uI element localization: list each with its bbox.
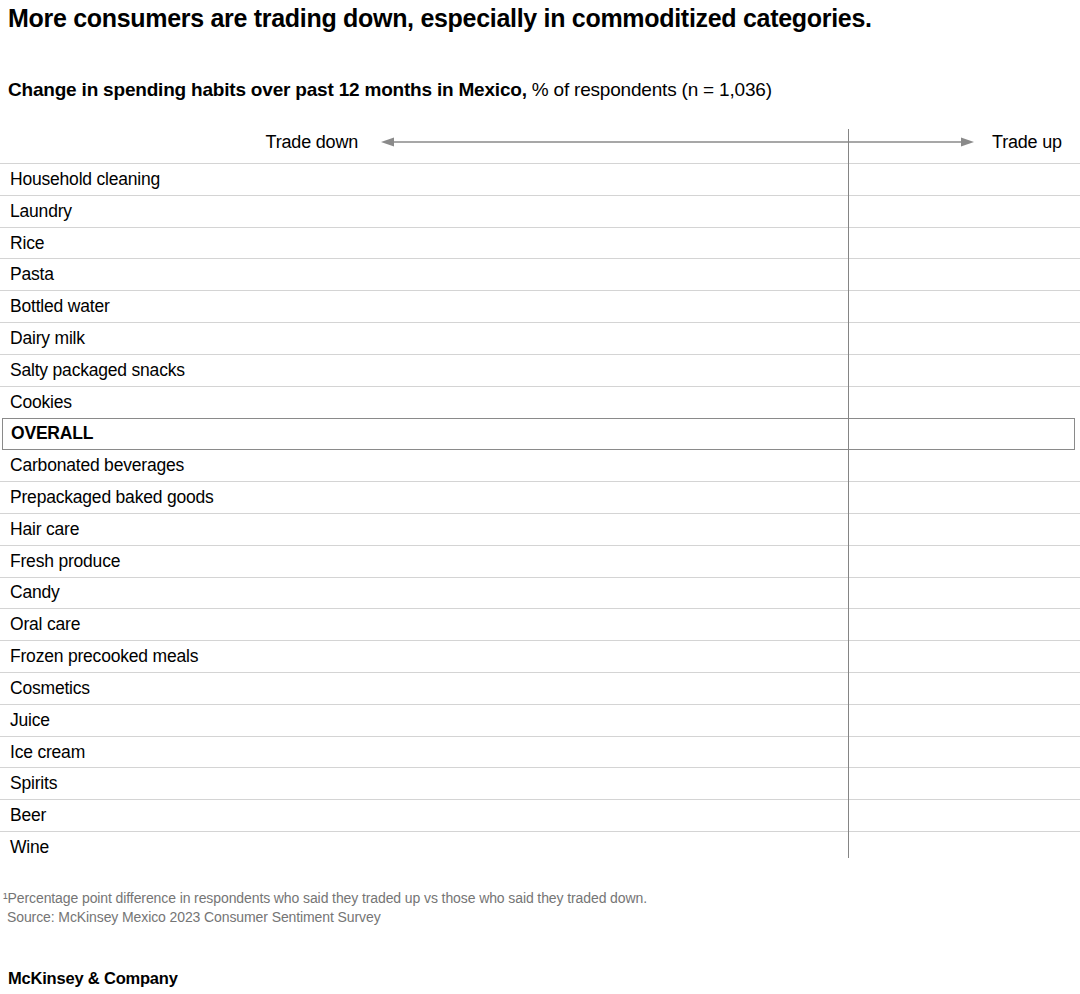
category-row: Candy <box>0 577 1080 609</box>
category-label: Wine <box>10 837 49 858</box>
exhibit-page: More consumers are trading down, especia… <box>0 0 1080 994</box>
category-label: Frozen precooked meals <box>10 646 198 667</box>
category-row: Wine <box>0 831 1080 863</box>
category-label: Cosmetics <box>10 678 90 699</box>
chart-rows: Household cleaning Laundry Rice Pasta Bottle… <box>0 163 1080 863</box>
category-label: Bottled water <box>10 296 110 317</box>
exhibit-subtitle: Change in spending habits over past 12 m… <box>8 79 772 101</box>
category-row: Dairy milk <box>0 322 1080 354</box>
category-label: Dairy milk <box>10 328 85 349</box>
arrowhead-left-icon <box>381 138 394 147</box>
category-row: Juice <box>0 704 1080 736</box>
category-row: Pasta <box>0 258 1080 290</box>
category-label: Rice <box>10 233 44 254</box>
category-label: Salty packaged snacks <box>10 360 185 381</box>
category-row: Oral care <box>0 608 1080 640</box>
axis-label-trade-up: Trade up <box>992 131 1062 153</box>
category-label: Pasta <box>10 264 54 285</box>
category-row: Beer <box>0 799 1080 831</box>
category-row: Cookies <box>0 386 1080 418</box>
category-row: Bottled water <box>0 290 1080 322</box>
arrowhead-right-icon <box>961 138 974 147</box>
category-row: Cosmetics <box>0 672 1080 704</box>
category-row: Salty packaged snacks <box>0 354 1080 386</box>
category-label: Hair care <box>10 519 79 540</box>
category-label: Beer <box>10 805 46 826</box>
mckinsey-wordmark: McKinsey & Company <box>8 969 178 988</box>
category-row: Prepackaged baked goods <box>0 481 1080 513</box>
subtitle-emphasis: Change in spending habits over past 12 m… <box>8 79 527 100</box>
category-label: Candy <box>10 582 60 603</box>
category-label: Fresh produce <box>10 551 120 572</box>
category-row: Frozen precooked meals <box>0 640 1080 672</box>
zero-axis-line <box>848 129 849 858</box>
category-label: Laundry <box>10 201 72 222</box>
category-label: Carbonated beverages <box>10 455 184 476</box>
footnote-block: ¹Percentage point difference in responde… <box>3 889 647 927</box>
category-label: Spirits <box>10 773 57 794</box>
category-row: Hair care <box>0 513 1080 545</box>
category-label: Juice <box>10 710 50 731</box>
subtitle-units: % of respondents (n = 1,036) <box>532 79 772 100</box>
axis-direction-arrow <box>380 133 975 151</box>
category-row: Rice <box>0 227 1080 259</box>
category-label: Oral care <box>10 614 80 635</box>
category-label: Household cleaning <box>10 169 160 190</box>
category-row: Fresh produce <box>0 545 1080 577</box>
overall-label: OVERALL <box>11 423 93 444</box>
category-row: Spirits <box>0 767 1080 799</box>
category-row: Household cleaning <box>0 163 1080 195</box>
category-label: Ice cream <box>10 742 85 763</box>
category-row: Carbonated beverages <box>0 450 1080 481</box>
category-row: Ice cream <box>0 736 1080 768</box>
overall-row: OVERALL <box>2 418 1075 451</box>
category-row: Laundry <box>0 195 1080 227</box>
axis-label-trade-down: Trade down <box>0 131 358 153</box>
footnote-note: ¹Percentage point difference in responde… <box>3 889 647 908</box>
footnote-source: Source: McKinsey Mexico 2023 Consumer Se… <box>3 908 647 927</box>
exhibit-title: More consumers are trading down, especia… <box>8 4 872 33</box>
category-label: Prepackaged baked goods <box>10 487 214 508</box>
category-label: Cookies <box>10 392 72 413</box>
